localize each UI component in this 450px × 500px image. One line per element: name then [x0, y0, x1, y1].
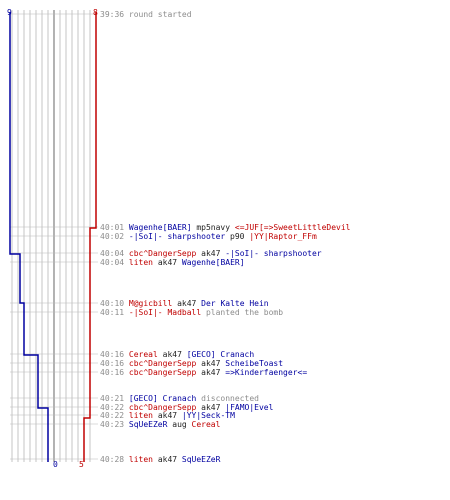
event-text: ak47 — [157, 350, 187, 359]
event-text: ak47 — [196, 368, 226, 377]
blue-team-end-count: 0 — [53, 460, 58, 469]
event-text: ak47 — [153, 455, 182, 464]
event-row: 40:16 cbc^DangerSepp ak47 ScheibeToast — [100, 359, 283, 368]
event-text: ak47 — [172, 299, 202, 308]
event-text: ak47 — [196, 359, 226, 368]
event-text: [GECO] Cranach — [186, 350, 255, 359]
event-row: 40:21 [GECO] Cranach disconnected — [100, 394, 259, 403]
event-time: 40:16 — [100, 350, 129, 359]
event-text: Cereal — [191, 420, 221, 429]
event-text: cbc^DangerSepp — [128, 249, 197, 258]
event-row: 40:16 cbc^DangerSepp ak47 =>Kinderfaenge… — [100, 368, 307, 377]
event-time: 40:04 — [100, 258, 129, 267]
event-text: SqUeEZeR — [181, 455, 221, 464]
event-text: -|SoI|- sharpshooter — [128, 232, 226, 241]
event-text: Cereal — [128, 350, 158, 359]
event-row: 40:10 M@gicbill ak47 Der Kalte Hein — [100, 299, 269, 308]
event-text: mp5navy — [191, 223, 235, 232]
event-row: 40:22 cbc^DangerSepp ak47 |FAMO|Evel — [100, 403, 273, 412]
event-text: |FAMO|Evel — [225, 403, 274, 412]
event-row: 39:36 round started — [100, 10, 192, 19]
event-text: |YY|Seck-TM — [181, 411, 235, 420]
event-time: 40:28 — [100, 455, 129, 464]
event-text: -|SoI|- Madball — [128, 308, 202, 317]
event-text: ak47 — [196, 249, 226, 258]
event-row: 40:02 -|SoI|- sharpshooter p90 |YY|Rapto… — [100, 232, 317, 241]
event-time: 40:23 — [100, 420, 129, 429]
event-time: 39:36 — [100, 10, 129, 19]
event-text: M@gicbill — [128, 299, 173, 308]
event-text: ak47 — [153, 258, 182, 267]
blue-team-start-count: 9 — [7, 8, 12, 17]
event-row: 40:04 cbc^DangerSepp ak47 -|SoI|- sharps… — [100, 249, 322, 258]
event-text: liten — [128, 455, 153, 464]
event-time: 40:02 — [100, 232, 129, 241]
event-time: 40:10 — [100, 299, 129, 308]
event-time: 40:22 — [100, 411, 129, 420]
event-row: 40:11 -|SoI|- Madball planted the bomb — [100, 308, 283, 317]
red-team-alive-line — [83, 12, 97, 462]
event-text: |YY|Raptor_FFm — [249, 232, 317, 241]
event-text: SqUeEZeR — [128, 420, 168, 429]
event-text: round started — [128, 10, 192, 19]
event-row: 40:22 liten ak47 |YY|Seck-TM — [100, 411, 235, 420]
event-time: 40:22 — [100, 403, 129, 412]
event-text: cbc^DangerSepp — [128, 359, 197, 368]
event-time: 40:16 — [100, 359, 129, 368]
event-row: 40:28 liten ak47 SqUeEZeR — [100, 455, 220, 464]
round-timeline-diagram: 9 8 0 5 — [7, 8, 98, 469]
event-text: -|SoI|- sharpshooter — [225, 249, 322, 258]
event-text: liten — [128, 258, 153, 267]
event-text: aug — [167, 420, 192, 429]
event-time: 40:16 — [100, 368, 129, 377]
event-text: disconnected — [196, 394, 259, 403]
event-text: =>Kinderfaenger<= — [225, 368, 308, 377]
event-row: 40:01 Wagenhe[BAER] mp5navy <=JUF[=>Swee… — [100, 223, 350, 232]
event-time: 40:01 — [100, 223, 129, 232]
event-text: Wagenhe[BAER] — [128, 223, 192, 232]
event-text: cbc^DangerSepp — [128, 368, 197, 377]
event-text: <=JUF[=>SweetLittleDevil — [234, 223, 351, 232]
event-row: 40:23 SqUeEZeR aug Cereal — [100, 420, 220, 429]
event-text: planted the bomb — [201, 308, 284, 317]
event-text: cbc^DangerSepp — [128, 403, 197, 412]
event-text: [GECO] Cranach — [128, 394, 197, 403]
red-team-start-count: 8 — [93, 8, 98, 17]
blue-team-step-line — [9, 12, 49, 462]
event-text: ScheibeToast — [225, 359, 284, 368]
event-text: liten — [128, 411, 153, 420]
red-team-end-count: 5 — [79, 460, 84, 469]
event-text: Wagenhe[BAER] — [181, 258, 245, 267]
event-text: ak47 — [196, 403, 226, 412]
event-text: Der Kalte Hein — [201, 299, 269, 308]
blue-team-alive-line — [9, 12, 49, 462]
event-time: 40:11 — [100, 308, 129, 317]
event-text: p90 — [225, 232, 250, 241]
event-text: ak47 — [153, 411, 182, 420]
event-row: 40:16 Cereal ak47 [GECO] Cranach — [100, 350, 254, 359]
event-row: 40:04 liten ak47 Wagenhe[BAER] — [100, 258, 245, 267]
event-time: 40:21 — [100, 394, 129, 403]
event-time: 40:04 — [100, 249, 129, 258]
red-team-step-line — [83, 12, 97, 462]
